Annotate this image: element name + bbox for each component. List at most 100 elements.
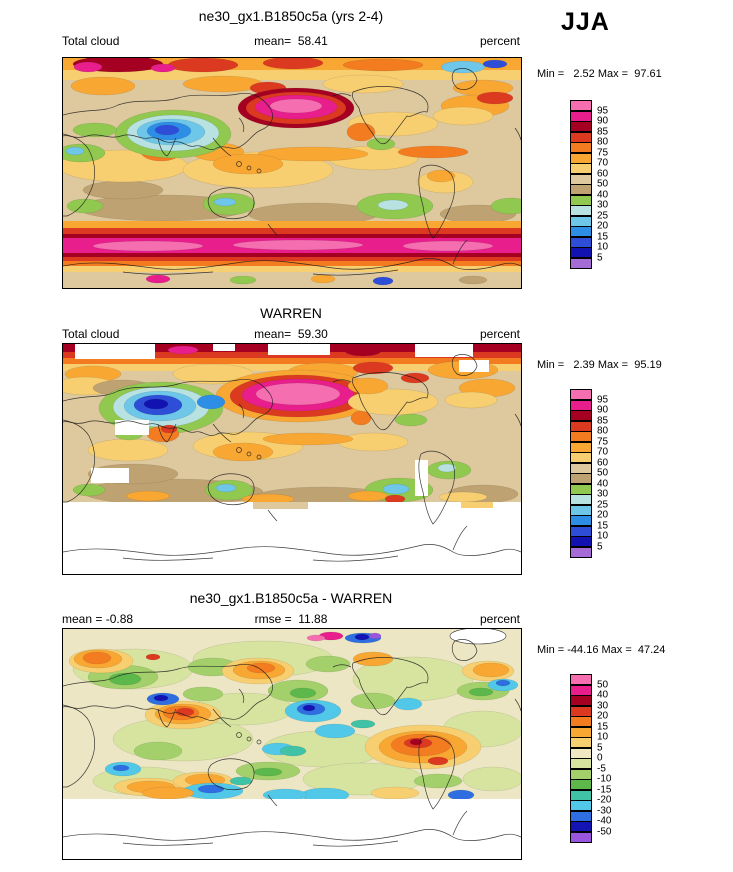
legend-label: 70 [597,446,609,458]
legend-color-box [570,399,592,411]
southern-ocean-storm-track [63,221,521,273]
legend-label: -5 [597,763,606,774]
legend-color-box [570,184,592,195]
legend-label: 90 [597,404,609,416]
units-label: percent [479,612,520,626]
map-frame-obs [62,343,522,575]
legend-color-box [570,705,592,717]
legend-color-box [570,462,592,474]
legend-label: 80 [597,136,609,148]
legend-label: -20 [597,794,612,806]
legend-color-box [570,236,592,248]
legend-label: -15 [597,784,612,795]
legend-color-box [570,483,592,495]
legend-color-box [570,684,592,696]
legend-color-box [570,747,592,759]
legend-label: 5 [597,742,603,753]
legend-color-box [570,810,592,822]
legend-label: 30 [597,488,609,500]
legend-label: 40 [597,478,609,489]
colorbar-legend: 50 40 30 20 15 10 5 0 -5 -10 -15 -20 -30 -40 -50 [570,674,634,846]
units-label: percent [479,327,520,341]
polar-spots [306,629,507,645]
map-model-total-cloud [63,58,521,288]
legend-label: 10 [597,241,609,253]
legend-color-box [570,142,592,153]
legend-color-box [570,831,592,843]
legend-label: 20 [597,710,609,722]
legend-color-box [570,758,592,769]
legend-label: 30 [597,700,609,711]
negative-cold-anomalies [104,632,519,803]
stats-row: Total cloud mean= 59.30 percent [62,327,520,341]
minmax-label: Min = -44.16 Max = 47.24 [537,644,666,656]
legend-color-box [570,131,592,143]
units-label: percent [479,34,520,48]
legend-label: 0 [597,752,603,764]
minmax-label: Min = 2.52 Max = 97.61 [537,68,662,80]
map-obs-total-cloud [63,344,521,574]
legend-label: 20 [597,509,609,521]
legend-label: 5 [597,541,603,552]
legend-color-box [570,420,592,432]
desert-stratus-lows [63,122,521,220]
map-frame-difference [62,628,522,860]
legend-label: 90 [597,115,609,127]
legend-color-box [570,789,592,801]
antarctic-interior [63,272,521,288]
legend-label: -50 [597,826,612,837]
legend-color-box [570,525,592,537]
field-label: Total cloud [62,327,120,341]
legend-label: 5 [597,252,603,263]
north-america-atlantic [347,372,516,427]
legend-color-box [570,695,592,706]
southern-data-edge [125,490,488,505]
legend-color-box [570,536,592,547]
legend-label: 75 [597,436,609,447]
legend-label: -40 [597,815,612,827]
tropics [87,424,409,462]
legend-label: 20 [597,220,609,232]
legend-color-box [570,110,592,122]
legend-label: 25 [597,499,609,510]
legend-label: -10 [597,773,612,785]
legend-color-box [570,674,592,685]
mean-label: mean= 58.41 [254,34,328,48]
legend-label: 10 [597,731,609,743]
legend-label: 60 [597,168,609,179]
minmax-label: Min = 2.39 Max = 95.19 [537,359,662,371]
legend-label: 40 [597,189,609,200]
legend-color-box [570,441,592,453]
legend-color-box [570,100,592,111]
north-pacific-storm-track [237,87,355,129]
legend-label: 50 [597,467,609,479]
legend-color-box [570,768,592,780]
panel-title: WARREN [260,305,322,321]
legend-color-box [570,452,592,463]
legend-color-box [570,821,592,832]
legend-color-box [570,800,592,811]
legend-color-box [570,389,592,400]
legend-label: -30 [597,805,612,816]
legend-label: 50 [597,178,609,190]
legend-color-box [570,515,592,526]
mean-label: mean = -0.88 [62,612,134,626]
arctic-band [63,58,521,97]
legend-label: 10 [597,530,609,542]
north-atlantic [347,91,514,137]
field-label: Total cloud [62,34,120,48]
negative-green-patches [87,655,510,789]
legend-color-box [570,205,592,216]
panel-title: ne30_gx1.B1850c5a (yrs 2-4) [198,8,384,24]
legend-color-box [570,215,592,227]
stats-row: Total cloud mean= 58.41 percent [62,34,520,48]
legend-color-box [570,546,592,558]
panel-obs: WARREN Total cloud mean= 59.30 percent [0,295,733,580]
missing-data-south [63,502,521,574]
stats-row: mean = -0.88 rmse = 11.88 percent [62,612,520,626]
legend-label: 70 [597,157,609,169]
legend-color-box [570,716,592,727]
legend-label: 85 [597,126,609,137]
tibet-low-cloud [114,109,232,159]
